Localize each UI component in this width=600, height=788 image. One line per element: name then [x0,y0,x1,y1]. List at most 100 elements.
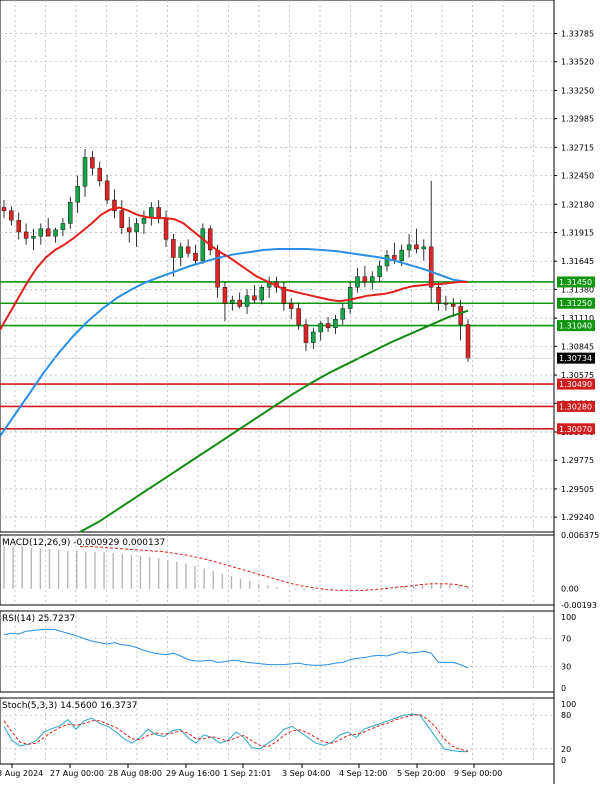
candle-bear [171,239,176,258]
candle-bear [104,180,110,201]
level-label: 1.31250 [559,299,592,308]
candle-bull [406,244,412,251]
macd-tick-label: 0.00 [561,585,579,594]
current-price-label-bg [557,352,595,364]
price-tick-label: 1.32450 [561,172,594,181]
candle-bear [443,303,449,305]
time-label: 23 Aug 2024 [0,769,43,778]
ma-mid-line [0,248,469,437]
candle-bull [347,287,353,309]
candle-bear [325,323,331,328]
candle-bull [355,276,360,288]
candle-bear [362,276,368,283]
indicator-panels [0,546,554,753]
price-tick-label: 1.31110 [561,314,594,323]
candle-bull [134,223,139,233]
candle-bear [436,287,441,304]
time-label: 3 Sep 04:00 [282,769,330,778]
level-label-bg [557,320,595,332]
candle-bear [428,246,434,288]
macd-label: MACD(12,26,9) -0.000929 0.000137 [2,538,165,548]
price-tick-label: 1.31645 [561,257,594,266]
level-label-bg [557,378,595,390]
candle-bear [303,324,309,343]
axis-layer: 1.33785 1.33520 1.33250 1.32985 1.32715 1.324… [0,30,599,778]
time-label: 5 Sep 20:00 [397,769,445,778]
price-tick-label: 1.32715 [561,143,594,152]
candle-bear [222,287,228,304]
candle-bear [296,308,301,325]
price-tick-label: 1.31380 [561,285,594,294]
level-label-bg [557,276,595,288]
candle-bull [259,287,265,301]
rsi-tick-label: 30 [561,663,571,672]
panel-frame [0,0,555,533]
candle-bull [200,228,206,261]
candle-bull [384,255,390,267]
level-label: 1.31450 [559,278,592,287]
stoch-tick-label: 20 [561,745,571,754]
candle-bear [126,227,132,233]
stoch-tick-label: 0 [561,756,566,765]
price-tick-label: 1.30845 [561,342,594,351]
rsi-tick-label: 0 [561,684,566,693]
candle-bull [311,331,316,343]
panel-frame [0,610,555,693]
level-label-bg [557,400,595,412]
price-tick-label: 1.31915 [561,228,594,237]
candle-bear [90,157,95,169]
level-label-bg [557,423,595,435]
time-label: 28 Aug 08:00 [108,769,162,778]
candle-bull [75,185,80,203]
candle-bull [31,236,36,239]
stoch-tick-label: 100 [561,700,576,709]
candle-bear [252,295,257,301]
price-tick-label: 1.33250 [561,86,594,95]
price-tick-label: 1.29505 [561,485,594,494]
candle-bear [237,299,242,307]
candle-bear [451,304,456,307]
price-tick-label: 1.32180 [561,200,594,209]
time-label: 1 Sep 21:01 [223,769,271,778]
price-tick-label: 1.29775 [561,456,594,465]
time-label: 29 Aug 16:00 [166,769,220,778]
candle-bear [163,217,169,240]
ma-slow-line [79,309,469,533]
candle-bear [185,246,191,254]
candle-bull [60,223,66,231]
candle-bull [244,295,250,307]
candle-bull [340,308,346,320]
candle-bear [458,306,463,325]
time-label: 4 Sep 12:00 [339,769,387,778]
stoch-k-line [3,713,468,753]
macd-tick-label: -0.00193 [561,601,597,610]
rsi-line [3,628,469,669]
candle-bear [119,210,125,228]
price-tick-label: 1.32985 [561,115,594,124]
candle-bear [16,220,21,233]
candle-bull [333,319,338,328]
time-label: 9 Sep 00:00 [454,769,502,778]
current-price-label: 1.30734 [559,354,592,363]
candle-bull [370,276,375,283]
price-tick-label: 1.33520 [561,58,594,67]
candle-bear [414,244,419,250]
time-label: 27 Aug 00:00 [50,769,104,778]
candle-bull [141,217,147,224]
candle-bull [318,323,323,333]
candle-bull [38,228,44,237]
level-label: 1.31040 [559,322,592,331]
candle-bull [68,201,73,224]
ma-fast-line [0,206,468,331]
candle-bull [421,246,427,250]
macd-signal-line [80,546,469,591]
candle-bear [207,228,213,251]
candle-bear [1,207,7,211]
candle-bear [9,210,14,221]
candle-bull [178,246,183,258]
stoch-label: Stoch(5,3,3) 14.5600 16.3737 [2,701,137,711]
level-label: 1.30070 [559,425,592,434]
level-label-bg [557,297,595,309]
price-tick-label: 1.33785 [561,30,594,39]
